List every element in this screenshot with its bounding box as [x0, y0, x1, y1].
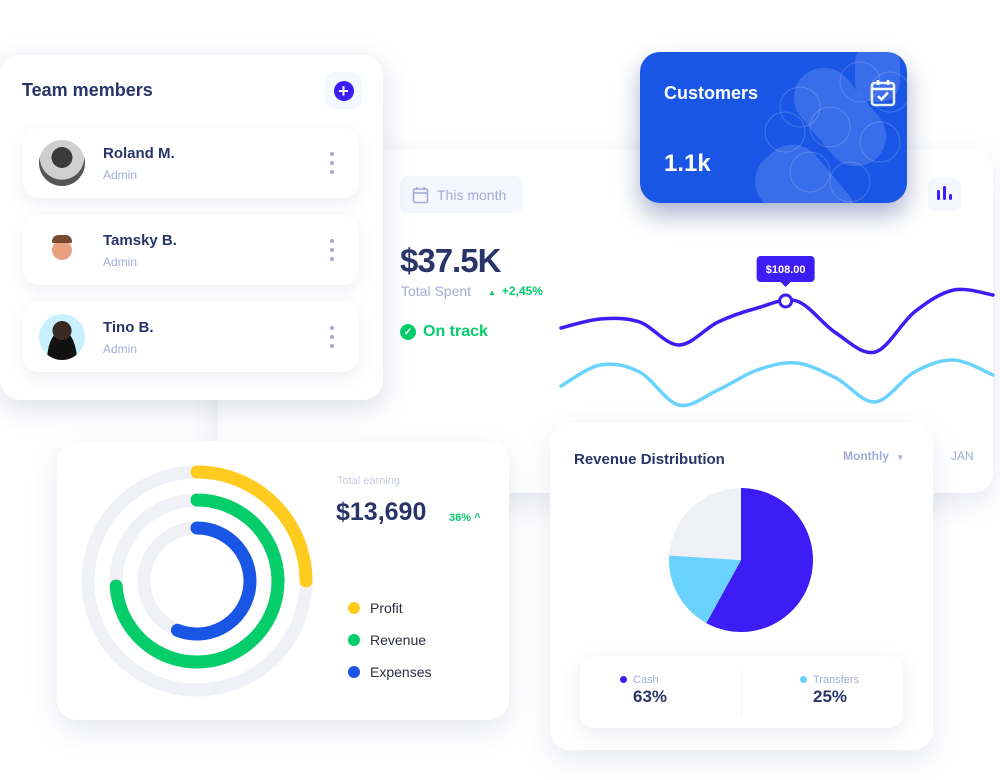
- earning-change-value: 36%: [449, 512, 472, 524]
- chart-type-button[interactable]: [928, 178, 961, 211]
- legend-label: Expenses: [370, 664, 432, 680]
- cash-dot: [620, 676, 627, 683]
- customers-title: Customers: [664, 83, 759, 103]
- highlight-point: [778, 293, 794, 309]
- more-options-icon[interactable]: [329, 326, 335, 348]
- transfers-label: Transfers: [813, 674, 860, 686]
- total-earning-card: Total earning $13,690 36% ^ Profit Reven…: [57, 441, 509, 720]
- member-name: Tamsky B.: [103, 232, 177, 249]
- background-pattern: [755, 52, 907, 203]
- member-name: Roland M.: [103, 145, 175, 162]
- spent-change-value: +2,45%: [501, 284, 543, 298]
- calendar-check-icon: [870, 80, 896, 107]
- avatar: [39, 227, 85, 273]
- pie-slice-transfers: [669, 555, 741, 624]
- tooltip-arrow: [780, 282, 791, 287]
- earning-radial-chart: [81, 465, 313, 697]
- transfers-legend: Transfers 25%: [800, 674, 859, 707]
- member-role: Admin: [103, 255, 138, 269]
- legend-expenses: Expenses: [348, 664, 431, 680]
- pie-slice-cash: [706, 488, 813, 632]
- pie-slice-other: [669, 488, 741, 560]
- ring-expenses: [170, 521, 257, 641]
- cash-value: 63%: [633, 687, 668, 706]
- caret-down-icon: ▼: [896, 453, 905, 462]
- earning-change: 36% ^: [449, 512, 481, 524]
- chevron-up-icon: ^: [474, 512, 481, 524]
- team-member-row[interactable]: Tamsky B. Admin: [23, 215, 359, 285]
- period-label: This month: [437, 186, 507, 203]
- revenue-distribution-card: Revenue Distribution Monthly ▼ Cash 63% …: [550, 423, 933, 750]
- more-options-icon[interactable]: [329, 152, 335, 174]
- ring-revenue: [109, 493, 285, 669]
- period-selector[interactable]: This month: [400, 176, 523, 213]
- tooltip-box: [756, 256, 815, 282]
- legend-label: Revenue: [370, 632, 427, 648]
- transfers-value: 25%: [813, 687, 848, 706]
- bar-chart-icon: [937, 190, 940, 200]
- tooltip-label: $108.00: [766, 264, 806, 276]
- ring-profit: [190, 465, 313, 588]
- earning-amount: $13,690: [336, 498, 427, 526]
- member-role: Admin: [103, 342, 138, 356]
- customers-card: Customers 1.1k: [640, 52, 907, 203]
- avatar: [39, 140, 85, 186]
- spent-label: Total Spent: [401, 283, 472, 299]
- period-dropdown[interactable]: Monthly ▼: [843, 449, 904, 463]
- check-circle-icon: ✓: [400, 324, 416, 340]
- revenue-legend-panel: Cash 63% Transfers 25%: [580, 656, 903, 728]
- calendar-icon: [412, 186, 429, 203]
- revenue-pie-chart: [669, 488, 813, 632]
- member-name: Tino B.: [103, 319, 154, 336]
- legend-profit: Profit: [348, 600, 403, 616]
- cash-label: Cash: [633, 674, 659, 686]
- team-members-card: Team members + Roland M. Admin Tamsky B.…: [0, 55, 383, 400]
- legend-label: Profit: [370, 600, 403, 616]
- spending-line: [559, 287, 995, 355]
- legend-revenue: Revenue: [348, 632, 426, 648]
- avatar: [39, 314, 85, 360]
- status-text: On track: [423, 323, 488, 340]
- more-options-icon[interactable]: [329, 239, 335, 261]
- month-label: JAN: [951, 449, 974, 463]
- transfers-line: [559, 358, 995, 408]
- spending-line-chart: $108.00: [559, 256, 995, 408]
- team-member-row[interactable]: Tino B. Admin: [23, 302, 359, 372]
- status-badge: ✓ On track: [400, 323, 488, 341]
- customers-value: 1.1k: [664, 150, 711, 177]
- add-member-button[interactable]: +: [325, 72, 362, 109]
- team-title: Team members: [22, 80, 153, 100]
- spent-change: ▲ +2,45%: [488, 284, 543, 298]
- member-role: Admin: [103, 168, 138, 182]
- earning-label: Total earning: [337, 475, 400, 487]
- cash-legend: Cash 63%: [620, 674, 667, 707]
- plus-circle-icon: +: [333, 80, 354, 101]
- spent-amount: $37.5K: [400, 242, 501, 279]
- team-member-row[interactable]: Roland M. Admin: [23, 128, 359, 198]
- dropdown-value: Monthly: [843, 449, 889, 463]
- arrow-up-icon: ▲: [488, 288, 496, 297]
- transfers-dot: [800, 676, 807, 683]
- revenue-title: Revenue Distribution: [574, 451, 725, 468]
